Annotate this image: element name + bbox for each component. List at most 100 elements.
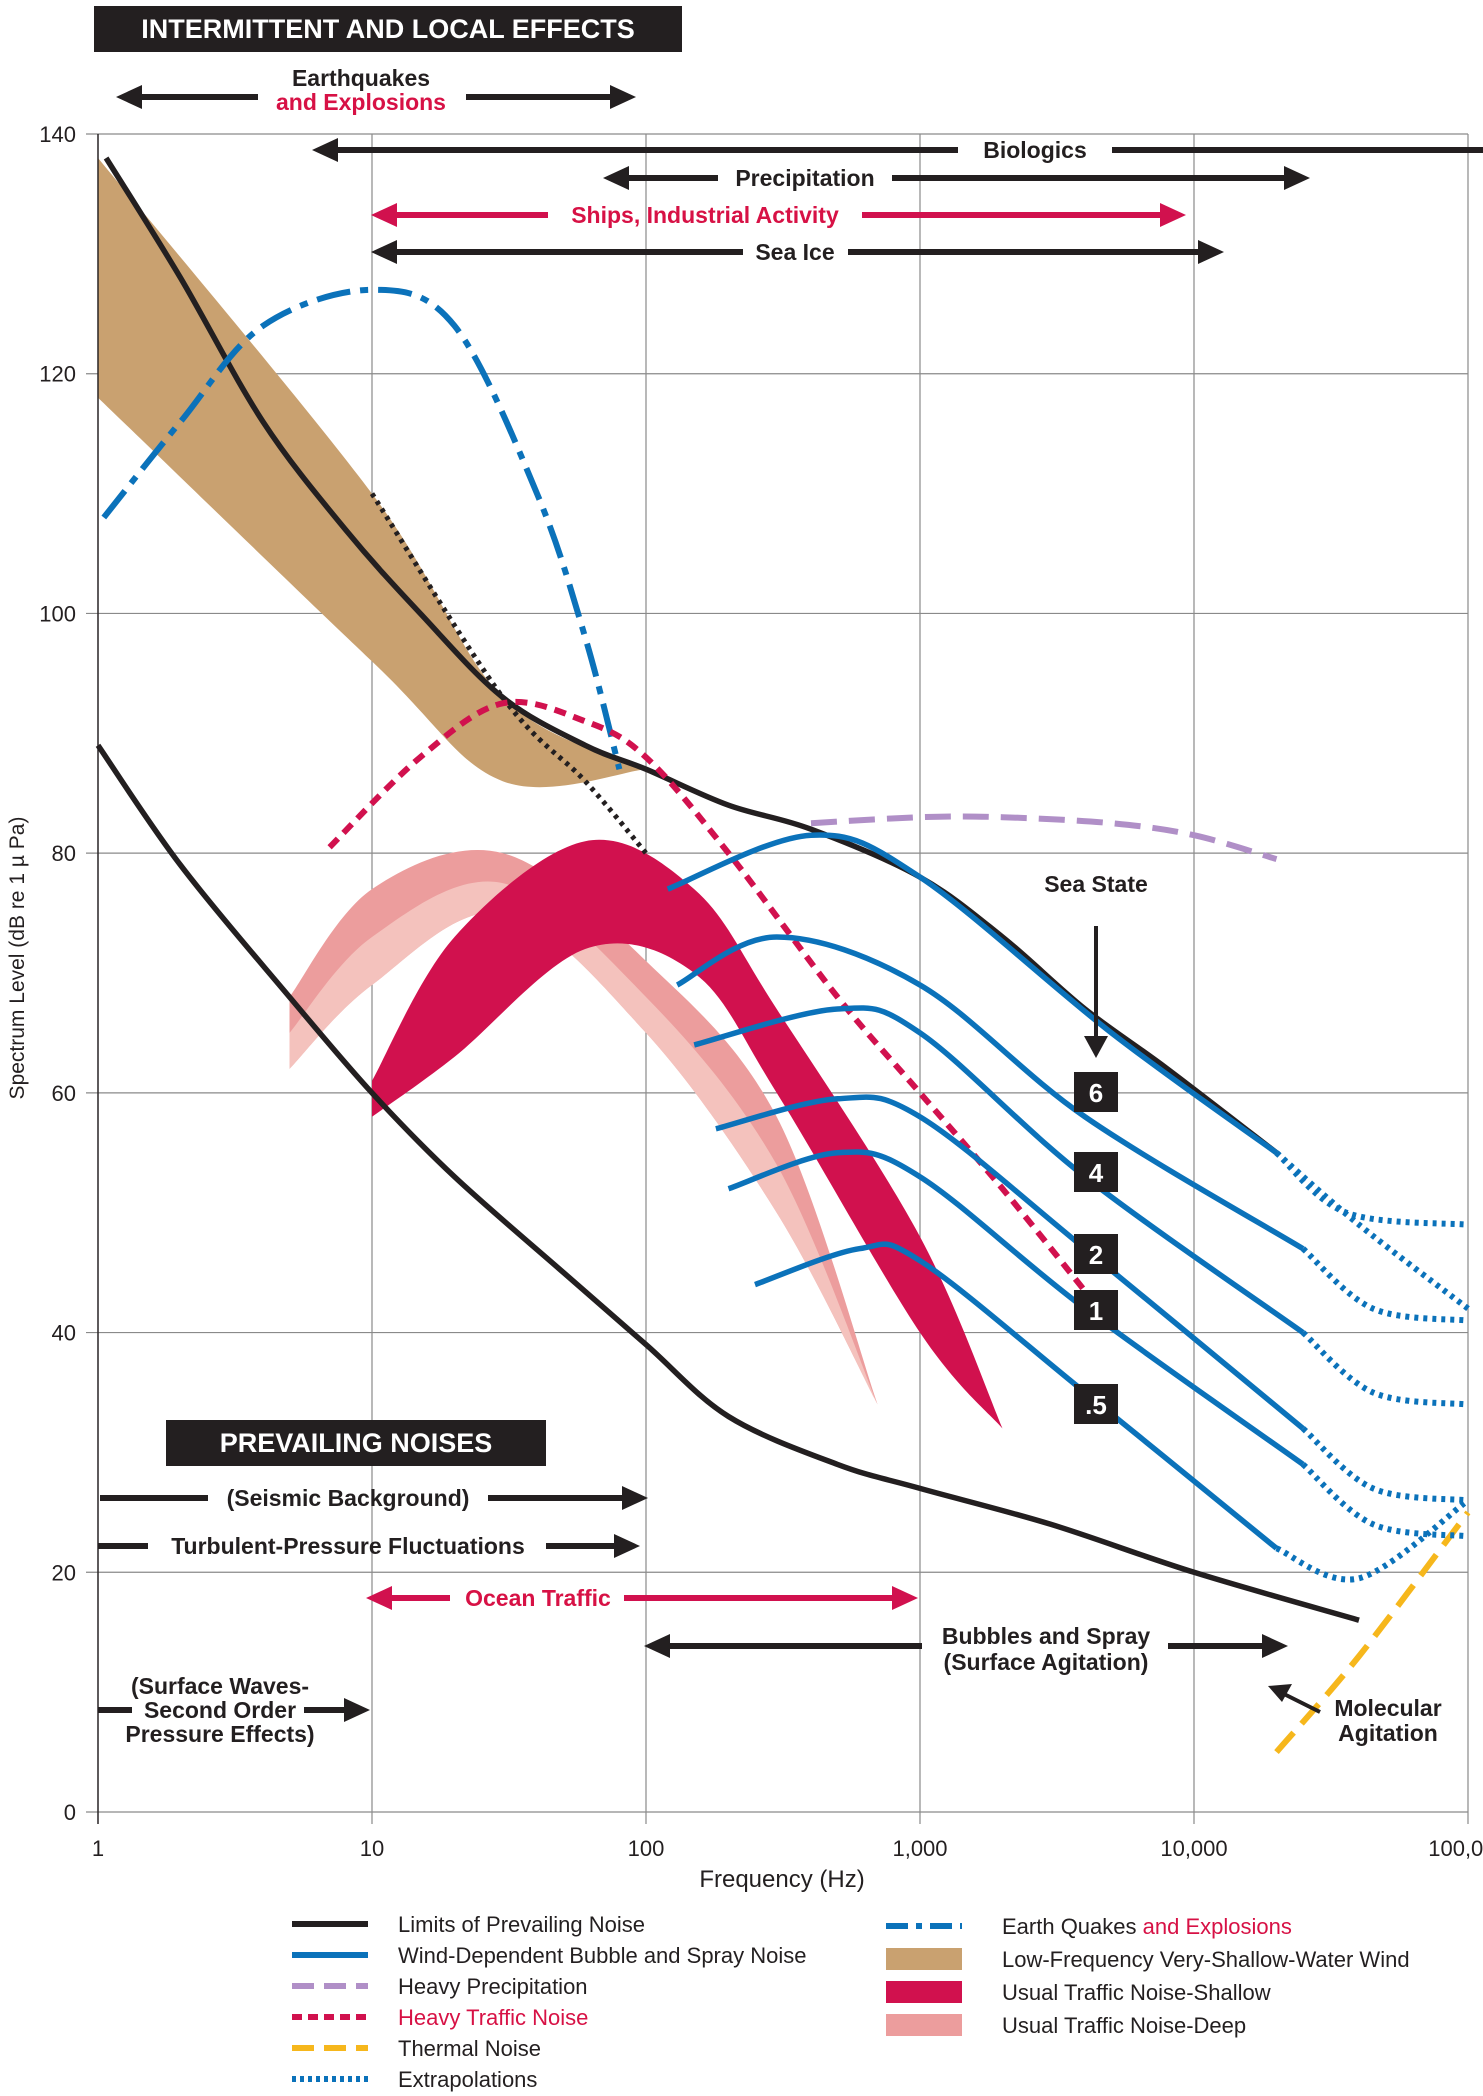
agitation-label: Agitation (1338, 1720, 1438, 1746)
y-tick-label: 120 (39, 362, 76, 387)
y-tick-label: 40 (52, 1321, 76, 1346)
legend-label-text: Heavy Precipitation (398, 1974, 588, 1999)
sea-state-box (1074, 1290, 1118, 1330)
extrapolation-8 (1300, 1330, 1469, 1408)
bubbles-label: Bubbles and Spray (942, 1623, 1151, 1649)
series-sea-state-5-10 (727, 1149, 1305, 1467)
legend-item-right (886, 1948, 962, 1970)
extrapolation-11 (1275, 1497, 1470, 1583)
extrapolation-7 (1300, 1246, 1469, 1324)
y-tick-label: 140 (39, 122, 76, 147)
range-bubbles: Bubbles and Spray (Surface Agitation) (644, 1623, 1288, 1675)
series-sea-state-2-8 (693, 1005, 1305, 1335)
legend-label-text: Earth Quakes (1002, 1914, 1143, 1939)
range-seismic: (Seismic Background) (100, 1485, 648, 1511)
sea-ice-label: Sea Ice (755, 239, 834, 265)
y-tick-label: 0 (64, 1800, 76, 1825)
surface-waves-label: (Surface Waves- (131, 1673, 309, 1699)
legend-label-red-text: Heavy Traffic Noise (398, 2005, 588, 2030)
extrapolation-10 (1300, 1462, 1469, 1540)
legend-label: Heavy Traffic Noise (398, 2005, 588, 2030)
seismic-label: (Seismic Background) (227, 1485, 470, 1511)
range-ocean-traffic: Ocean Traffic (366, 1585, 918, 1611)
sea-state-box (1074, 1384, 1118, 1424)
legend-label-text: Usual Traffic Noise-Shallow (1002, 1980, 1271, 2005)
series-lines (95, 156, 1471, 1755)
range-ships: Ships, Industrial Activity (371, 202, 1186, 228)
sea-state-box (1074, 1234, 1118, 1274)
x-tick-label: 1,000 (892, 1836, 947, 1861)
ships-label: Ships, Industrial Activity (571, 202, 839, 228)
x-tick-label: 10,000 (1160, 1836, 1227, 1861)
legend-swatch (886, 1948, 962, 1970)
precipitation-label: Precipitation (735, 165, 874, 191)
range-sea-ice: Sea Ice (371, 239, 1224, 265)
sea-state-boxes: 6 4 2 1 .5 (1074, 1072, 1118, 1424)
range-turbulent: Turbulent-Pressure Fluctuations (98, 1533, 640, 1559)
x-axis-label: Frequency (Hz) (699, 1866, 864, 1893)
legend-label: Extrapolations (398, 2067, 537, 2092)
turbulent-label: Turbulent-Pressure Fluctuations (171, 1533, 525, 1559)
pressure-effects-label: Pressure Effects) (125, 1721, 314, 1747)
legend-label: Usual Traffic Noise-Shallow (1002, 1980, 1271, 2005)
intermittent-header: INTERMITTENT AND LOCAL EFFECTS (141, 14, 634, 44)
tick-labels: 1 10 100 1,000 10,000 100,000 0 20 40 60 80 100 120 1… (39, 122, 1483, 1861)
sea-state-label: .5 (1085, 1390, 1107, 1420)
prevailing-header: PREVAILING NOISES (220, 1428, 493, 1458)
bands (98, 158, 1003, 1429)
series-heavy-precipitation-3 (810, 813, 1278, 862)
legend-label-red-text: and Explosions (1143, 1914, 1292, 1939)
y-axis-label: Spectrum Level (dB re 1 µ Pa) (6, 817, 29, 1100)
molecular-agitation: Molecular Agitation (1268, 1684, 1442, 1746)
series-sea-state-1-9 (715, 1094, 1305, 1431)
series-limits-of-prevailing-noise-1 (95, 743, 1360, 1623)
y-tick-label: 60 (52, 1081, 76, 1106)
range-surface-waves: (Surface Waves- Second Order Pressure Ef… (98, 1673, 370, 1747)
legend-label: Limits of Prevailing Noise (398, 1912, 645, 1937)
y-tick-label: 100 (39, 601, 76, 626)
band-usual-traffic-noise-shallow (372, 839, 1003, 1429)
sea-state-box (1074, 1072, 1118, 1112)
extrapolation-6 (1274, 1150, 1469, 1228)
biologics-label: Biologics (983, 137, 1087, 163)
legend-label-text: Low-Frequency Very-Shallow-Water Wind (1002, 1947, 1410, 1972)
legend-label: Heavy Precipitation (398, 1974, 588, 1999)
surface-agitation-label: (Surface Agitation) (944, 1649, 1149, 1675)
range-precipitation: Precipitation (603, 165, 1310, 191)
sea-state-box (1074, 1152, 1118, 1192)
series-limits-of-prevailing-noise-0 (103, 156, 1279, 1155)
intermittent-header-box (94, 6, 682, 52)
legend-swatch (886, 2014, 962, 2036)
legend-label: Usual Traffic Noise-Deep (1002, 2013, 1246, 2038)
legend-item-right (886, 1981, 962, 2003)
molecular-label: Molecular (1334, 1695, 1441, 1721)
sea-state-annotation: Sea State (1044, 871, 1148, 1058)
series-heavy-traffic-noise-4 (327, 699, 1102, 1311)
x-tick-label: 100 (628, 1836, 665, 1861)
x-tick-label: 1 (92, 1836, 104, 1861)
series-earth-quakes-and-explosions-2 (101, 286, 623, 770)
x-tick-label: 100,000 (1428, 1836, 1483, 1861)
y-tick-label: 80 (52, 841, 76, 866)
series-thermal-noise-5 (1274, 1510, 1471, 1755)
legend-label: Thermal Noise (398, 2036, 541, 2061)
series-sea-state-4-7 (675, 934, 1305, 1252)
legend-swatch (886, 1981, 962, 2003)
prevailing-header-box (166, 1420, 546, 1466)
series-sea-state-6-6 (666, 832, 1279, 1156)
legend-label-text: Wind-Dependent Bubble and Spray Noise (398, 1943, 806, 1968)
legend-label-text: Usual Traffic Noise-Deep (1002, 2013, 1246, 2038)
range-biologics: Biologics (312, 137, 1483, 163)
legend-label-text: Limits of Prevailing Noise (398, 1912, 645, 1937)
legend: Limits of Prevailing Noise Wind-Dependent… (292, 1912, 1410, 2092)
extrapolation-9 (1300, 1426, 1469, 1504)
earthquakes-label: Earthquakes (292, 65, 430, 91)
extrapolation-black (369, 492, 648, 855)
extrapolation-prevailing (1274, 1150, 1470, 1311)
series-sea-state-lowest--11 (754, 1241, 1279, 1551)
sea-state-label: 2 (1089, 1240, 1103, 1270)
range-earthquakes: Earthquakes and Explosions (116, 65, 636, 115)
band-low-frequency-very-shallow-water-wind (98, 158, 646, 788)
legend-item-right (886, 2014, 962, 2036)
